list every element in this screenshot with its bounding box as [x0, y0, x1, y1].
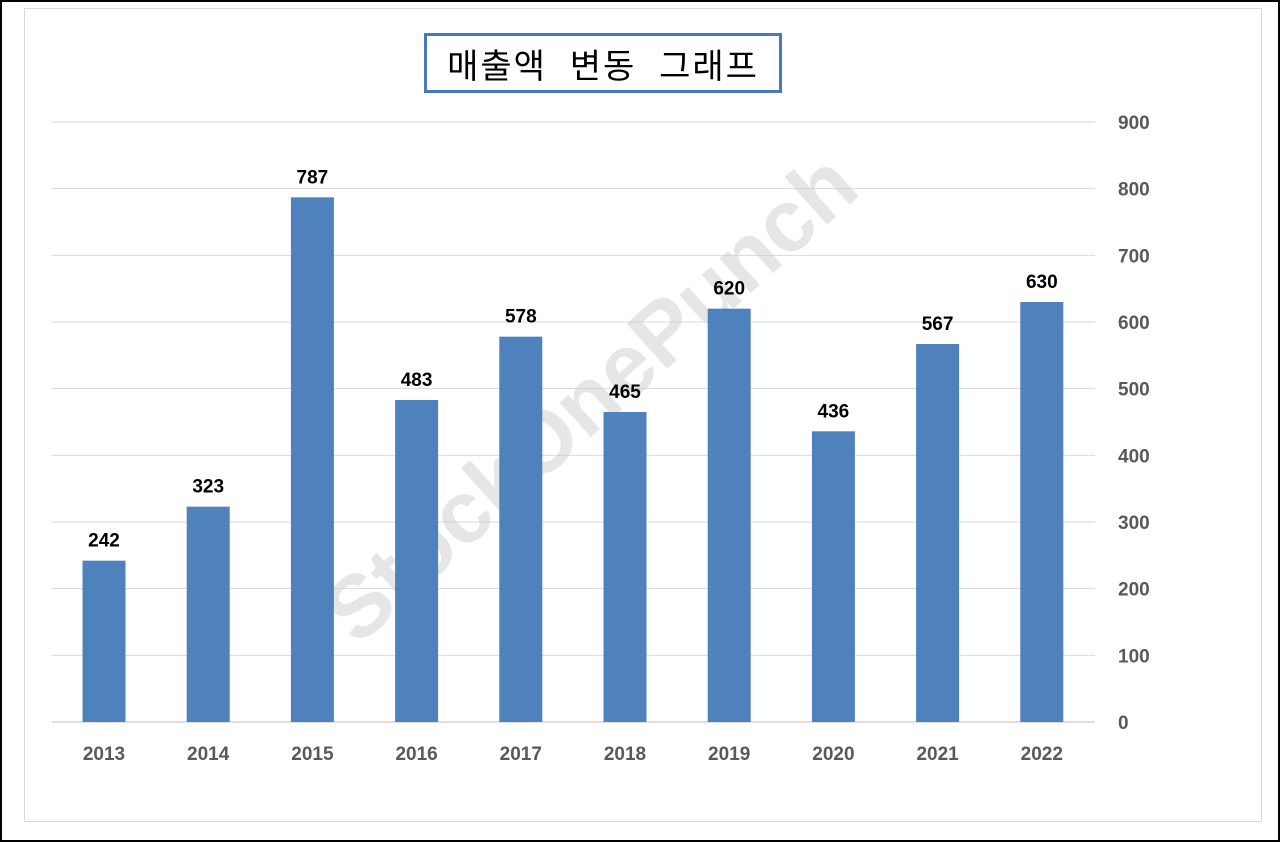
y-tick-label: 900: [1118, 113, 1150, 134]
bar: [811, 431, 855, 722]
data-label: 620: [713, 279, 745, 300]
data-label: 465: [609, 382, 641, 403]
data-label: 436: [818, 401, 850, 422]
bar: [499, 336, 543, 722]
data-label: 630: [1026, 272, 1058, 293]
bar: [395, 400, 439, 722]
data-label: 242: [88, 531, 120, 552]
x-tick-label: 2021: [916, 744, 959, 765]
x-tick-label: 2016: [395, 744, 437, 765]
bar: [290, 197, 334, 723]
bar: [186, 506, 230, 722]
y-tick-label: 0: [1118, 713, 1129, 734]
y-tick-label: 600: [1118, 313, 1150, 334]
watermark-text: StockOnePunch: [304, 133, 875, 661]
bars: [82, 197, 1064, 723]
x-axis-tick-labels: 2013 2014 2015 2016 2017 2018 2019 2020 2021 2022: [83, 744, 1063, 765]
bar: [82, 560, 126, 722]
bar: [603, 412, 647, 722]
y-tick-label: 200: [1118, 580, 1150, 601]
x-tick-label: 2020: [812, 744, 854, 765]
y-tick-label: 400: [1118, 446, 1150, 467]
x-tick-label: 2017: [500, 744, 542, 765]
x-tick-label: 2018: [604, 744, 646, 765]
x-tick-label: 2019: [708, 744, 750, 765]
y-tick-label: 800: [1118, 180, 1150, 201]
chart-title: 매출액 변동 그래프: [447, 46, 759, 87]
chart-area-border: [24, 8, 1262, 822]
data-label: 578: [505, 307, 537, 328]
x-tick-label: 2015: [291, 744, 334, 765]
bar: [916, 344, 960, 722]
data-label: 323: [192, 477, 224, 498]
data-label: 483: [401, 370, 433, 391]
y-tick-label: 700: [1118, 246, 1150, 267]
y-tick-label: 300: [1118, 513, 1150, 534]
x-tick-label: 2014: [187, 744, 230, 765]
y-tick-label: 100: [1118, 646, 1150, 667]
x-tick-label: 2022: [1021, 744, 1063, 765]
data-label: 787: [297, 167, 329, 188]
data-label: 567: [922, 314, 954, 335]
bar: [707, 308, 751, 722]
x-tick-label: 2013: [83, 744, 125, 765]
y-tick-label: 500: [1118, 380, 1150, 401]
watermark: StockOnePunch: [304, 133, 875, 661]
data-labels: 242 323 787 483 578 465 620 436 567 630: [88, 167, 1058, 551]
bar: [1020, 302, 1064, 722]
y-axis-tick-labels: 0 100 200 300 400 500 600 700 800 900: [1118, 113, 1150, 734]
chart-title-box: 매출액 변동 그래프: [424, 33, 782, 93]
